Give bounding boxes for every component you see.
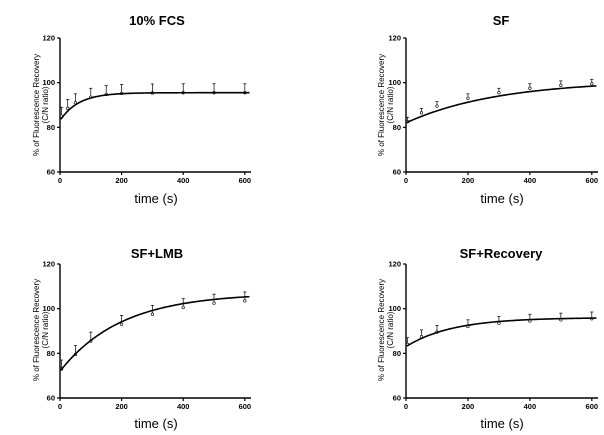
data-point xyxy=(466,96,470,100)
x-tick-label: 600 xyxy=(586,402,599,411)
y-tick-label: 80 xyxy=(393,123,401,132)
panel-sf: SF % of Fluorescence Recovery (C/N ratio… xyxy=(377,13,598,206)
data-point xyxy=(435,104,439,108)
x-tick-label: 600 xyxy=(239,402,252,411)
panel-title: SF xyxy=(493,13,510,28)
x-tick-label: 400 xyxy=(177,402,190,411)
y-tick-label: 100 xyxy=(42,78,55,87)
fit-curve xyxy=(406,317,597,347)
x-tick-label: 200 xyxy=(115,176,128,185)
data-point xyxy=(559,83,563,87)
panel-title: SF+Recovery xyxy=(460,246,544,261)
y-tick-label: 80 xyxy=(393,349,401,358)
y-tick-label: 120 xyxy=(388,34,401,43)
y-axis-label: % of Fluorescence Recovery xyxy=(377,54,386,156)
y-tick-label: 100 xyxy=(388,304,401,313)
y-axis-label-unit: (C/N ratio) xyxy=(386,86,395,123)
x-tick-label: 0 xyxy=(58,176,62,185)
panel-title: SF+LMB xyxy=(131,246,183,261)
fit-curve xyxy=(60,91,250,120)
x-tick-label: 400 xyxy=(524,402,537,411)
y-axis-label: % of Fluorescence Recovery xyxy=(377,279,386,381)
panel-sf-recovery: SF+Recovery % of Fluorescence Recovery (… xyxy=(377,246,598,431)
y-tick-label: 60 xyxy=(47,394,55,403)
data-point xyxy=(212,301,216,305)
x-axis-label: time (s) xyxy=(134,416,177,431)
data-point xyxy=(528,86,532,90)
data-point xyxy=(120,322,124,326)
x-tick-label: 400 xyxy=(177,176,190,185)
y-axis-label: % of Fluorescence Recovery xyxy=(32,279,41,381)
data-point xyxy=(150,312,155,316)
data-point xyxy=(66,106,70,110)
x-axis-label: time (s) xyxy=(480,416,523,431)
data-point xyxy=(243,299,247,303)
x-axis-label: time (s) xyxy=(134,191,177,206)
x-tick-label: 600 xyxy=(239,176,252,185)
y-tick-label: 60 xyxy=(393,168,401,177)
x-tick-label: 200 xyxy=(462,176,475,185)
data-point xyxy=(590,82,594,86)
plot-area: 60 80 100 120 0 200 400 600 xyxy=(388,34,598,186)
x-tick-label: 0 xyxy=(404,176,408,185)
plot-area: 60 80 100 120 0 200 400 600 xyxy=(388,260,598,412)
fit-curve xyxy=(406,85,597,124)
y-tick-label: 60 xyxy=(47,168,55,177)
y-tick-label: 80 xyxy=(47,123,55,132)
panel-sf-lmb: SF+LMB % of Fluorescence Recovery (C/N r… xyxy=(32,246,251,431)
data-point xyxy=(181,305,185,310)
fit-curve xyxy=(60,295,250,371)
panel-10pct-fcs: 10% FCS % of Fluorescence Recovery (C/N … xyxy=(32,13,251,206)
data-point xyxy=(497,91,501,95)
x-tick-label: 200 xyxy=(462,402,475,411)
y-tick-label: 120 xyxy=(388,260,401,269)
x-axis-label: time (s) xyxy=(480,191,523,206)
y-axis-label: % of Fluorescence Recovery xyxy=(32,54,41,156)
x-tick-label: 0 xyxy=(404,402,408,411)
y-tick-label: 120 xyxy=(42,34,55,43)
y-tick-label: 120 xyxy=(42,260,55,269)
x-tick-label: 0 xyxy=(58,402,62,411)
y-tick-label: 100 xyxy=(388,78,401,87)
y-axis-label-unit: (C/N ratio) xyxy=(41,311,50,348)
x-tick-label: 200 xyxy=(115,402,128,411)
data-point xyxy=(419,111,424,115)
panel-title: 10% FCS xyxy=(129,13,185,28)
y-axis-label-unit: (C/N ratio) xyxy=(41,86,50,123)
plot-area: 60 80 100 120 0 200 400 600 xyxy=(42,260,251,412)
x-tick-label: 600 xyxy=(586,176,599,185)
plot-area: 60 80 100 120 0 200 400 600 xyxy=(42,34,251,186)
y-tick-label: 100 xyxy=(42,304,55,313)
x-tick-label: 400 xyxy=(524,176,537,185)
y-tick-label: 60 xyxy=(393,394,401,403)
y-axis-label-unit: (C/N ratio) xyxy=(386,311,395,348)
y-tick-label: 80 xyxy=(47,349,55,358)
